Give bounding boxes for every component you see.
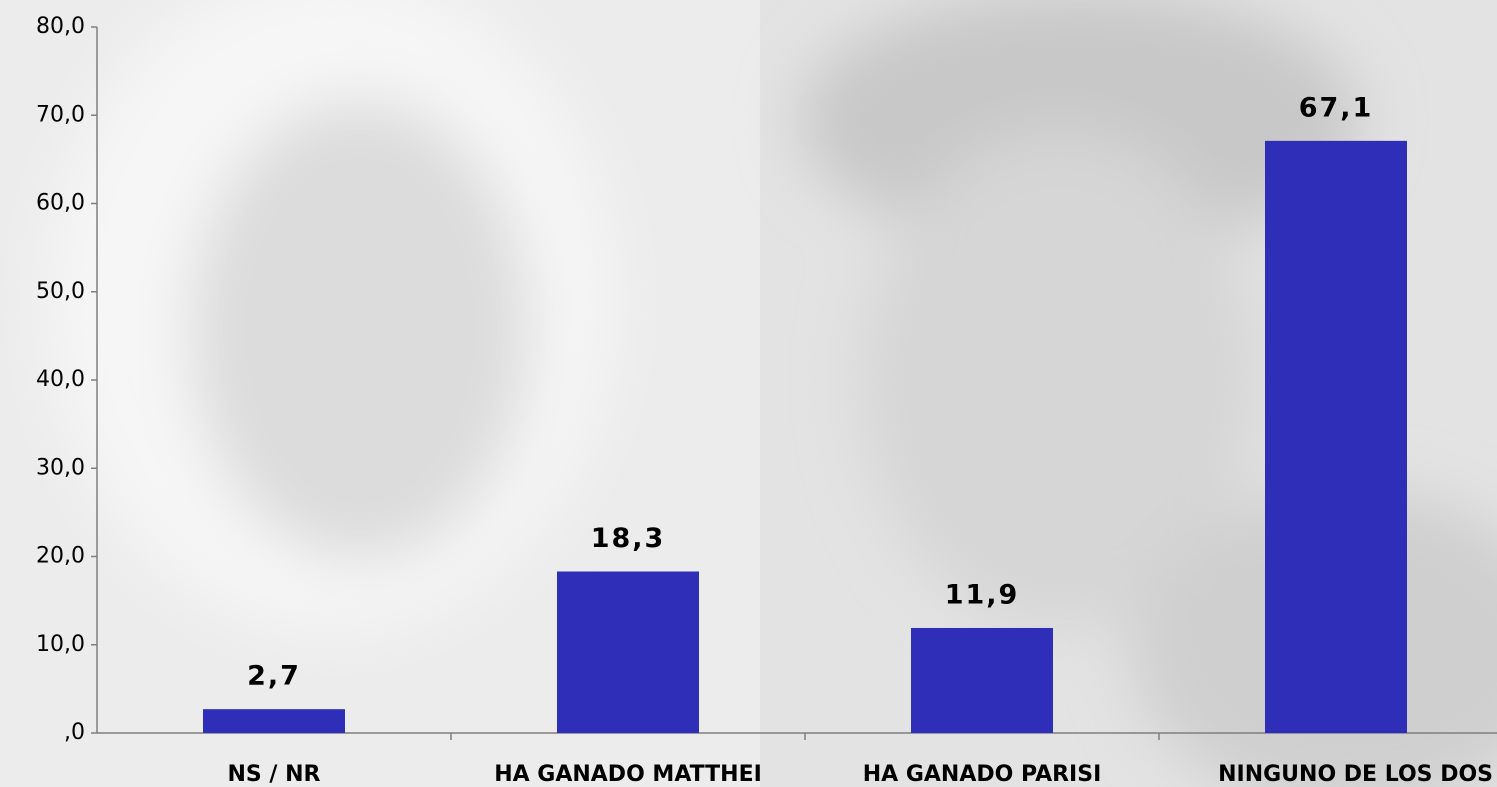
x-tick-label: NS / NR <box>228 762 321 787</box>
value-label: 11,9 <box>945 579 1020 610</box>
y-tick-label: 30,0 <box>36 455 85 480</box>
bar <box>203 709 345 733</box>
y-tick-label: 20,0 <box>36 544 85 569</box>
bar <box>557 571 699 733</box>
y-tick-label: 70,0 <box>36 102 85 127</box>
x-tick-label: NINGUNO DE LOS DOS <box>1218 762 1493 787</box>
x-tick-label: HA GANADO MATTHEI <box>494 762 762 787</box>
bar <box>911 627 1053 733</box>
y-tick-label: 40,0 <box>36 367 85 392</box>
x-tick-label: HA GANADO PARISI <box>863 762 1102 787</box>
y-tick-label: 10,0 <box>36 632 85 657</box>
value-label: 2,7 <box>247 661 301 692</box>
bar <box>1265 140 1407 733</box>
value-label: 18,3 <box>591 523 666 554</box>
y-tick-label: 50,0 <box>36 279 85 304</box>
y-tick-label: 80,0 <box>36 14 85 39</box>
y-tick-label: ,0 <box>64 720 85 745</box>
y-tick-label: 60,0 <box>36 191 85 216</box>
value-label: 67,1 <box>1299 92 1374 123</box>
